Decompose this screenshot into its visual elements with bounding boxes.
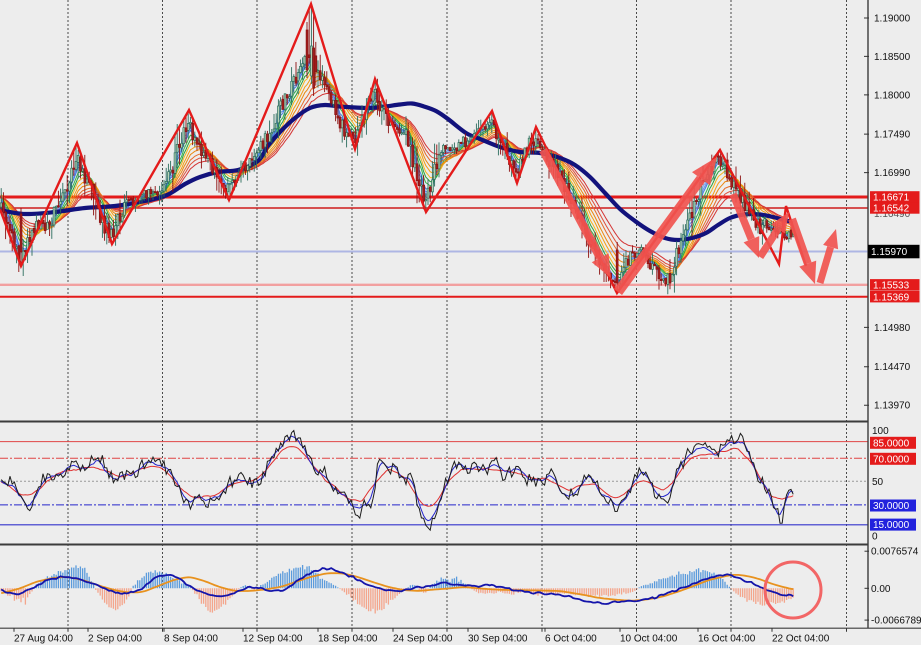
svg-text:100: 100 xyxy=(872,426,889,437)
svg-text:1.14980: 1.14980 xyxy=(874,323,911,334)
svg-text:1.16490: 1.16490 xyxy=(874,209,911,220)
svg-text:10 Oct 04:00: 10 Oct 04:00 xyxy=(620,634,678,645)
svg-text:1.16671: 1.16671 xyxy=(873,193,910,204)
svg-text:-0.0066789: -0.0066789 xyxy=(871,616,921,627)
svg-text:85.0000: 85.0000 xyxy=(873,438,910,449)
svg-text:70.0000: 70.0000 xyxy=(873,454,910,465)
svg-text:1.14470: 1.14470 xyxy=(874,362,911,373)
svg-text:1.15533: 1.15533 xyxy=(873,280,910,291)
svg-text:0.0076574: 0.0076574 xyxy=(871,547,919,558)
svg-text:1.18000: 1.18000 xyxy=(874,90,911,101)
svg-text:30.0000: 30.0000 xyxy=(873,501,910,512)
svg-text:0: 0 xyxy=(872,532,878,543)
svg-text:6 Oct 04:00: 6 Oct 04:00 xyxy=(545,634,597,645)
svg-text:1.16542: 1.16542 xyxy=(873,204,910,215)
svg-text:2 Sep 04:00: 2 Sep 04:00 xyxy=(88,634,142,645)
svg-text:1.18500: 1.18500 xyxy=(874,52,911,63)
svg-text:1.15970: 1.15970 xyxy=(871,247,908,258)
svg-text:16 Oct 04:00: 16 Oct 04:00 xyxy=(698,634,756,645)
svg-text:27 Aug 04:00: 27 Aug 04:00 xyxy=(14,634,73,645)
svg-text:30 Sep 04:00: 30 Sep 04:00 xyxy=(468,634,528,645)
svg-text:15.0000: 15.0000 xyxy=(873,520,910,531)
svg-text:24 Sep 04:00: 24 Sep 04:00 xyxy=(393,634,453,645)
svg-text:18 Sep 04:00: 18 Sep 04:00 xyxy=(318,634,378,645)
svg-text:1.19000: 1.19000 xyxy=(874,14,911,25)
svg-text:1.16990: 1.16990 xyxy=(874,168,911,179)
svg-text:1.13970: 1.13970 xyxy=(874,401,911,412)
svg-text:12 Sep 04:00: 12 Sep 04:00 xyxy=(243,634,303,645)
svg-text:50: 50 xyxy=(872,477,884,488)
svg-text:22 Oct 04:00: 22 Oct 04:00 xyxy=(772,634,830,645)
svg-text:1.15369: 1.15369 xyxy=(873,292,910,303)
svg-text:8 Sep 04:00: 8 Sep 04:00 xyxy=(164,634,218,645)
svg-text:1.17490: 1.17490 xyxy=(874,130,911,141)
svg-text:0.00: 0.00 xyxy=(871,584,891,595)
